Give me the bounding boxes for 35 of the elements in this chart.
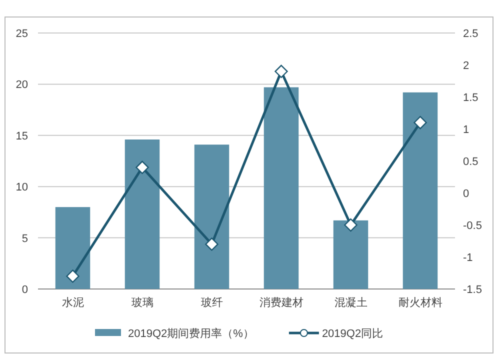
point (274, 64, 288, 78)
y2-tick-label: -0.5 (463, 220, 482, 232)
x-tick-label: 玻纤 (200, 296, 223, 309)
y-tick-label: 10 (16, 182, 28, 194)
y2-tick-label: 2.5 (463, 28, 478, 40)
y-tick-label: 15 (16, 130, 28, 142)
y2-tick-label: -1 (463, 252, 473, 264)
point (136, 160, 149, 174)
y-tick-label: 0 (22, 284, 28, 296)
y-tick-label: 20 (16, 79, 28, 92)
legend-label: 2019Q2期间费用率（%） (128, 327, 254, 340)
bar (55, 207, 90, 289)
bar (124, 139, 160, 289)
y2-tick-label: -1.5 (463, 284, 482, 296)
y2-tick-label: 1.5 (463, 92, 478, 104)
bar (333, 220, 368, 289)
x-tick-label: 水泥 (62, 296, 84, 309)
x-tick-label: 耐火材料 (398, 296, 442, 309)
bar (194, 144, 230, 289)
x-tick-label: 消费建材 (259, 296, 304, 309)
y2-tick-label: 2 (463, 60, 470, 72)
y2-tick-label: 1 (463, 124, 470, 136)
point (205, 238, 218, 251)
legend-label: 2019Q2同比 (322, 327, 384, 340)
point (344, 218, 358, 232)
point (414, 116, 427, 130)
y2-tick-label: 0 (463, 188, 470, 200)
bar (264, 87, 299, 289)
y2-tick-label: 0.5 (463, 156, 478, 168)
y-tick-label: 25 (16, 28, 28, 40)
bar (402, 92, 438, 289)
point (66, 270, 80, 283)
x-tick-label: 混凝土 (334, 296, 368, 309)
y-tick-label: 5 (22, 232, 28, 245)
x-tick-label: 玻璃 (131, 296, 154, 309)
